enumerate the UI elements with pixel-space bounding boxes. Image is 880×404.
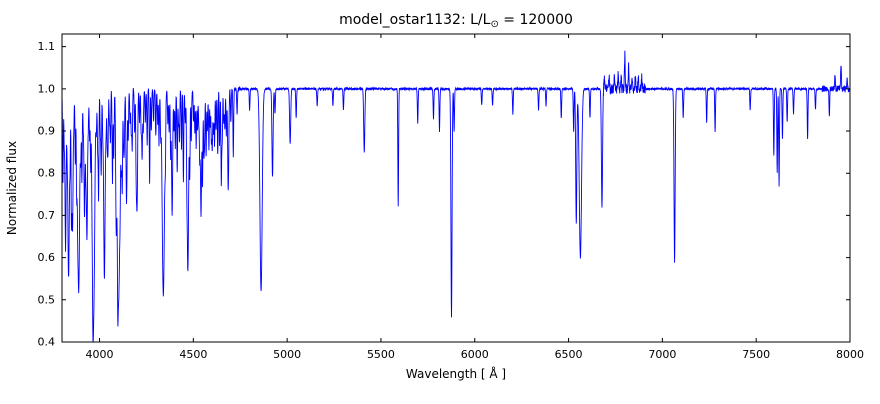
y-axis-label: Normalized flux [5,141,19,235]
spectrum-line [61,50,851,343]
y-tick-label: 1.1 [38,40,56,53]
chart-title-suffix: = 120000 [499,12,573,28]
x-tick-label: 5000 [273,348,301,361]
x-axis-label: Wavelength [ Å ] [406,366,506,381]
chart-title: model_ostar1132: L/L⊙ = 120000 [339,12,573,30]
tick-marks [62,34,851,343]
x-tick-label: 4000 [86,348,114,361]
y-tick-label: 0.6 [38,251,56,264]
sun-symbol: ⊙ [490,19,498,30]
y-tick-label: 1.0 [38,82,56,95]
x-tick-label: 4500 [179,348,207,361]
y-tick-label: 0.9 [38,125,56,138]
axes-frame [61,33,851,343]
chart-title-prefix: model_ostar1132: L/L [339,12,491,28]
x-tick-label: 7000 [648,348,676,361]
x-tick-label: 6000 [461,348,489,361]
y-tick-label: 0.5 [38,293,56,306]
y-tick-label: 0.7 [38,209,56,222]
x-tick-label: 7500 [742,348,770,361]
y-tick-label: 0.8 [38,167,56,180]
x-tick-label: 6500 [555,348,583,361]
x-tick-label: 5500 [367,348,395,361]
y-tick-label: 0.4 [38,336,56,349]
x-tick-label: 8000 [836,348,864,361]
